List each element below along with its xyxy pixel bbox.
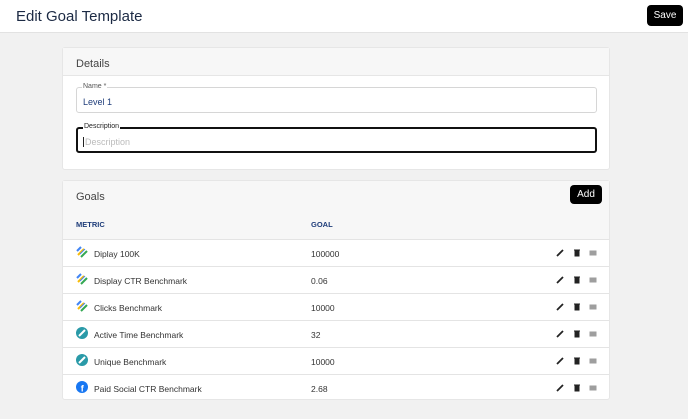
table-row: Active Time Benchmark 32 — [63, 320, 609, 347]
disabled-action-icon[interactable] — [589, 303, 597, 311]
goal-value: 10000 — [311, 303, 335, 313]
details-card: Details Name * Level 1 Description Descr… — [62, 47, 610, 170]
table-row: Unique Benchmark 10000 — [63, 347, 609, 374]
goal-value: 32 — [311, 330, 321, 340]
edit-icon[interactable] — [556, 357, 564, 365]
svg-text:f: f — [81, 384, 85, 394]
description-input[interactable]: Description — [83, 137, 131, 147]
google-ads-icon — [76, 246, 88, 258]
metric-name: Diplay 100K — [94, 249, 140, 259]
disabled-action-icon[interactable] — [589, 249, 597, 257]
top-bar: Edit Goal Template Save — [0, 0, 688, 33]
add-goal-button[interactable]: Add — [570, 185, 602, 204]
page-title: Edit Goal Template — [16, 8, 143, 25]
column-header-goal: GOAL — [311, 220, 333, 229]
name-field[interactable]: Name * Level 1 — [76, 83, 597, 113]
delete-icon[interactable] — [573, 330, 581, 338]
edit-icon[interactable] — [556, 303, 564, 311]
edit-icon[interactable] — [556, 384, 564, 392]
disabled-action-icon[interactable] — [589, 276, 597, 284]
goal-value: 100000 — [311, 249, 340, 259]
teal-compass-icon — [76, 327, 88, 339]
details-title: Details — [63, 48, 609, 76]
metric-name: Clicks Benchmark — [94, 303, 163, 313]
goals-card: Goals Add METRIC GOAL Diplay 100K 100000… — [62, 180, 610, 400]
edit-icon[interactable] — [556, 276, 564, 284]
description-label: Description — [83, 123, 121, 130]
disabled-action-icon[interactable] — [589, 330, 597, 338]
metric-name: Display CTR Benchmark — [94, 276, 188, 286]
metric-name: Paid Social CTR Benchmark — [94, 384, 202, 394]
delete-icon[interactable] — [573, 249, 581, 257]
delete-icon[interactable] — [573, 276, 581, 284]
table-row: Clicks Benchmark 10000 — [63, 293, 609, 320]
google-ads-icon — [76, 300, 88, 312]
goal-value: 10000 — [311, 357, 335, 367]
table-row: Diplay 100K 100000 — [63, 239, 609, 266]
facebook-icon: f — [76, 381, 88, 394]
table-row: f Paid Social CTR Benchmark 2.68 — [63, 374, 609, 401]
table-row: Display CTR Benchmark 0.06 — [63, 266, 609, 293]
delete-icon[interactable] — [573, 303, 581, 311]
teal-compass-icon — [76, 354, 88, 366]
goal-value: 2.68 — [311, 384, 328, 394]
goal-value: 0.06 — [311, 276, 328, 286]
metric-name: Active Time Benchmark — [94, 330, 184, 340]
save-button[interactable]: Save — [647, 5, 683, 26]
goals-title: Goals — [63, 181, 609, 209]
description-field[interactable]: Description Description — [76, 123, 597, 153]
google-ads-icon — [76, 273, 88, 285]
metric-name: Unique Benchmark — [94, 357, 167, 367]
disabled-action-icon[interactable] — [589, 384, 597, 392]
edit-icon[interactable] — [556, 330, 564, 338]
disabled-action-icon[interactable] — [589, 357, 597, 365]
delete-icon[interactable] — [573, 384, 581, 392]
name-label: Name * — [82, 83, 108, 90]
column-header-metric: METRIC — [76, 220, 105, 229]
name-value: Level 1 — [83, 97, 113, 107]
delete-icon[interactable] — [573, 357, 581, 365]
edit-icon[interactable] — [556, 249, 564, 257]
